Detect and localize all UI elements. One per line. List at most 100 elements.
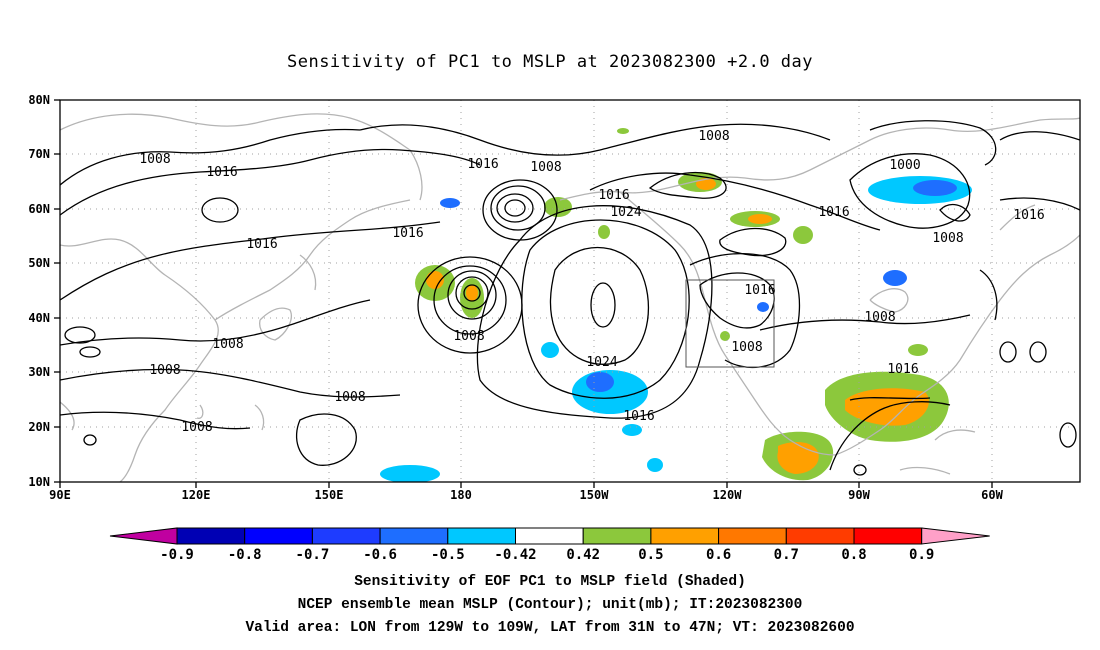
contour-label: 1016: [467, 157, 498, 172]
positive-region-small: [617, 128, 629, 134]
contour-label: 1008: [181, 420, 212, 435]
contour-label: 1008: [530, 160, 561, 175]
contour-label: 1016: [1013, 208, 1044, 223]
lon-label: 150E: [315, 488, 344, 502]
colorbar-bin: [582, 527, 652, 545]
positive-core-alaska: [696, 178, 716, 190]
contour-label: 1016: [598, 188, 629, 203]
colorbar-tick-label: 0.6: [706, 547, 731, 563]
contour-label: 1016: [206, 165, 237, 180]
lat-label: 60N: [28, 202, 50, 216]
contour-label: 1024: [610, 205, 641, 220]
lon-label: 90E: [49, 488, 71, 502]
contour-label: 1016: [887, 362, 918, 377]
colorbar-tick-label: -0.8: [228, 547, 262, 563]
lat-label: 80N: [28, 93, 50, 107]
negative-region-valid-area: [757, 302, 769, 312]
colorbar-tick-label: -0.5: [431, 547, 465, 563]
sensitivity-shading: [380, 128, 972, 482]
negative-region-tropics: [380, 465, 440, 482]
colorbar-bin: [379, 527, 449, 545]
lat-label: 20N: [28, 420, 50, 434]
colorbar-tick-label: -0.7: [296, 547, 330, 563]
colorbar-tick-label: -0.42: [494, 547, 536, 563]
negative-region-small: [440, 198, 460, 208]
colorbar-bin: [311, 527, 381, 545]
lat-axis-labels: 80N 70N 60N 50N 40N 30N 20N 10N: [28, 93, 50, 489]
colorbar-bin: [650, 527, 720, 545]
positive-region-small: [720, 331, 730, 341]
negative-region-small: [541, 342, 559, 358]
colorbar-bin: [244, 527, 313, 545]
colorbar-tick-label: 0.42: [566, 547, 600, 563]
lon-label: 180: [450, 488, 472, 502]
lon-label: 120W: [713, 488, 743, 502]
map-title: Sensitivity of PC1 to MSLP at 2023082300…: [286, 52, 813, 72]
colorbar-tick-label: 0.9: [909, 547, 934, 563]
contour-label: 1008: [453, 329, 484, 344]
colorbar-bin: [176, 527, 246, 545]
contour-label: 1016: [744, 283, 775, 298]
negative-region-greatlakes: [883, 270, 907, 286]
contour-label: 1008: [149, 363, 180, 378]
coastlines: [60, 113, 1080, 482]
negative-region-small: [622, 424, 642, 436]
colorbar-tick-label: 0.5: [638, 547, 663, 563]
colorbar-bin: [853, 527, 923, 545]
contour-label: 1008: [139, 152, 170, 167]
negative-core-pacific: [586, 372, 614, 392]
valid-area-box: [685, 279, 775, 368]
contour-label: 1000: [889, 158, 920, 173]
contour-label: 1008: [212, 337, 243, 352]
contour-label: 1008: [698, 129, 729, 144]
colorbar-bin: [785, 527, 855, 545]
contour-label: 1008: [731, 340, 762, 355]
colorbar-bin: [515, 527, 584, 545]
colorbar-bin: [718, 527, 787, 545]
positive-region-small: [598, 225, 610, 239]
colorbar-tick-label: 0.7: [774, 547, 799, 563]
lat-label: 70N: [28, 147, 50, 161]
lon-label: 120E: [182, 488, 211, 502]
colorbar-bin: [447, 527, 516, 545]
colorbar: -0.9 -0.8 -0.7 -0.6 -0.5 -0.42 0.42 0.5 0.6 0.7 0.…: [109, 527, 990, 563]
contour-label: 1008: [864, 310, 895, 325]
contour-label: 1008: [932, 231, 963, 246]
lon-label: 90W: [848, 488, 870, 502]
positive-core-canada: [748, 214, 772, 224]
positive-core-pacific: [426, 271, 444, 289]
lat-label: 10N: [28, 475, 50, 489]
contour-label: 1008: [334, 390, 365, 405]
colorbar-low-end: [109, 527, 178, 545]
contour-label: 1016: [623, 409, 654, 424]
caption-line-3: Valid area: LON from 129W to 109W, LAT f…: [245, 620, 855, 636]
lon-label: 60W: [981, 488, 1003, 502]
axis-ticks: [54, 99, 993, 488]
contour-label: 1016: [818, 205, 849, 220]
lat-label: 50N: [28, 256, 50, 270]
contour-label: 1016: [246, 237, 277, 252]
positive-region-small: [793, 226, 813, 244]
mslp-contours: [60, 120, 1080, 476]
lat-label: 30N: [28, 365, 50, 379]
contour-label: 1016: [392, 226, 423, 241]
contour-labels: 1008 1016 1016 1016 1008 1008 1008 1008 …: [139, 129, 1044, 435]
negative-core-canada: [913, 180, 957, 196]
colorbar-high-end: [921, 527, 990, 545]
colorbar-tick-label: -0.6: [363, 547, 397, 563]
lon-axis-labels: 90E 120E 150E 180 150W 120W 90W 60W: [49, 488, 1003, 502]
colorbar-tick-label: -0.9: [160, 547, 194, 563]
negative-region-small: [647, 458, 663, 472]
positive-region-bering: [544, 197, 572, 217]
map-frame: [59, 99, 1081, 483]
lat-label: 40N: [28, 311, 50, 325]
caption-line-2: NCEP ensemble mean MSLP (Contour); unit(…: [297, 597, 803, 613]
lon-label: 150W: [580, 488, 610, 502]
caption-line-1: Sensitivity of EOF PC1 to MSLP field (Sh…: [354, 574, 746, 590]
colorbar-tick-label: 0.8: [841, 547, 866, 563]
contour-label: 1024: [586, 355, 617, 370]
positive-core-low: [466, 285, 478, 301]
positive-region-small: [908, 344, 928, 356]
